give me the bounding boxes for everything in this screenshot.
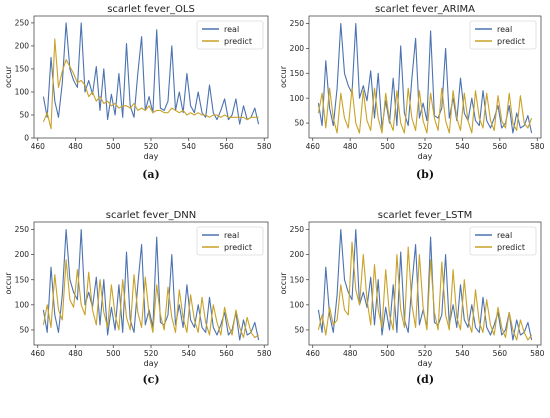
x-tick-label: 480 (343, 142, 358, 151)
y-tick-label: 250 (15, 225, 30, 234)
y-tick-label: 50 (294, 119, 304, 128)
y-tick-label: 50 (19, 111, 29, 120)
y-tick-label: 200 (290, 250, 305, 259)
legend-box (469, 20, 537, 50)
y-tick-label: 150 (15, 65, 30, 74)
x-tick-label: 540 (455, 142, 470, 151)
legend-label-predict: predict (224, 37, 252, 46)
x-tick-label: 540 (182, 142, 197, 151)
y-axis-label: occur (279, 272, 288, 295)
x-axis-label: day (418, 359, 433, 368)
x-tick-label: 520 (144, 349, 159, 358)
legend-label-real: real (224, 25, 239, 34)
y-axis-label: occur (279, 65, 288, 88)
x-axis-label: day (144, 152, 159, 161)
panel-label: (c) (142, 373, 159, 386)
x-tick-label: 460 (306, 142, 321, 151)
y-tick-label: 200 (15, 42, 30, 51)
x-tick-label: 500 (106, 142, 121, 151)
x-tick-label: 460 (306, 349, 321, 358)
legend-box (196, 20, 264, 50)
legend-label-real: real (497, 25, 512, 34)
series-line-predict (42, 38, 259, 130)
y-tick-label: 50 (294, 326, 304, 335)
x-tick-label: 480 (343, 349, 358, 358)
y-tick-label: 250 (290, 225, 305, 234)
x-tick-label: 480 (68, 349, 83, 358)
legend-label-predict: predict (224, 243, 252, 252)
x-tick-label: 540 (455, 349, 470, 358)
legend: real predict (469, 20, 537, 50)
legend: real predict (469, 226, 537, 256)
panel-label: (d) (416, 373, 434, 386)
chart-title: scarlet fever_DNN (106, 210, 197, 221)
chart-panel-3: scarlet fever_DNN 460 480 500 520 540 560 580 50… (4, 210, 272, 386)
legend-box (469, 226, 537, 256)
x-tick-label: 560 (219, 142, 234, 151)
x-tick-label: 520 (144, 142, 159, 151)
series-line-predict (42, 259, 259, 339)
x-tick-label: 560 (493, 142, 508, 151)
x-tick-label: 560 (219, 349, 234, 358)
legend-label-predict: predict (497, 37, 525, 46)
legend-label-predict: predict (497, 243, 525, 252)
x-tick-label: 460 (31, 349, 46, 358)
x-tick-label: 500 (106, 349, 121, 358)
x-tick-label: 580 (530, 349, 545, 358)
series-line-predict (317, 241, 533, 341)
y-tick-label: 100 (15, 300, 30, 309)
legend: real predict (196, 226, 264, 256)
panel-label: (a) (142, 168, 160, 181)
x-tick-label: 500 (380, 349, 395, 358)
y-tick-label: 100 (290, 300, 305, 309)
y-tick-label: 50 (19, 326, 29, 335)
y-tick-label: 250 (15, 19, 30, 28)
chart-title: scarlet fever_OLS (107, 4, 195, 15)
chart-title: scarlet fever_ARIMA (375, 4, 475, 15)
y-tick-label: 100 (15, 88, 30, 97)
x-tick-label: 540 (182, 349, 197, 358)
y-tick-label: 150 (290, 275, 305, 284)
x-tick-label: 580 (530, 142, 545, 151)
x-tick-label: 520 (418, 142, 433, 151)
legend-label-real: real (497, 231, 512, 240)
x-axis-label: day (144, 359, 159, 368)
y-tick-label: 250 (290, 19, 305, 28)
chart-title: scarlet fever_LSTM (378, 210, 473, 221)
series-line-real (42, 22, 260, 125)
x-tick-label: 580 (257, 142, 272, 151)
y-tick-label: 150 (15, 275, 30, 284)
chart-panel-2: scarlet fever_ARIMA 460 480 500 520 540 560 580… (279, 4, 545, 181)
panel-label: (b) (416, 168, 434, 181)
x-tick-label: 580 (257, 349, 272, 358)
y-tick-label: 100 (290, 94, 305, 103)
x-tick-label: 460 (31, 142, 46, 151)
legend-box (196, 226, 264, 256)
x-tick-label: 480 (68, 142, 83, 151)
y-axis-label: occur (4, 272, 13, 295)
y-tick-label: 0 (24, 134, 29, 143)
chart-panel-4: scarlet fever_LSTM 460 480 500 520 540 560 580 5… (279, 210, 545, 386)
y-tick-label: 150 (290, 69, 305, 78)
series-line-predict (317, 87, 533, 134)
y-axis-label: occur (4, 65, 13, 88)
x-tick-label: 560 (493, 349, 508, 358)
x-axis-label: day (418, 152, 433, 161)
x-tick-label: 520 (418, 349, 433, 358)
legend: real predict (196, 20, 264, 50)
x-tick-label: 500 (380, 142, 395, 151)
legend-label-real: real (224, 231, 239, 240)
chart-panel-1: scarlet fever_OLS 460 480 500 520 540 560 580 0 5… (4, 4, 272, 181)
y-tick-label: 200 (290, 44, 305, 53)
y-tick-label: 200 (15, 250, 30, 259)
